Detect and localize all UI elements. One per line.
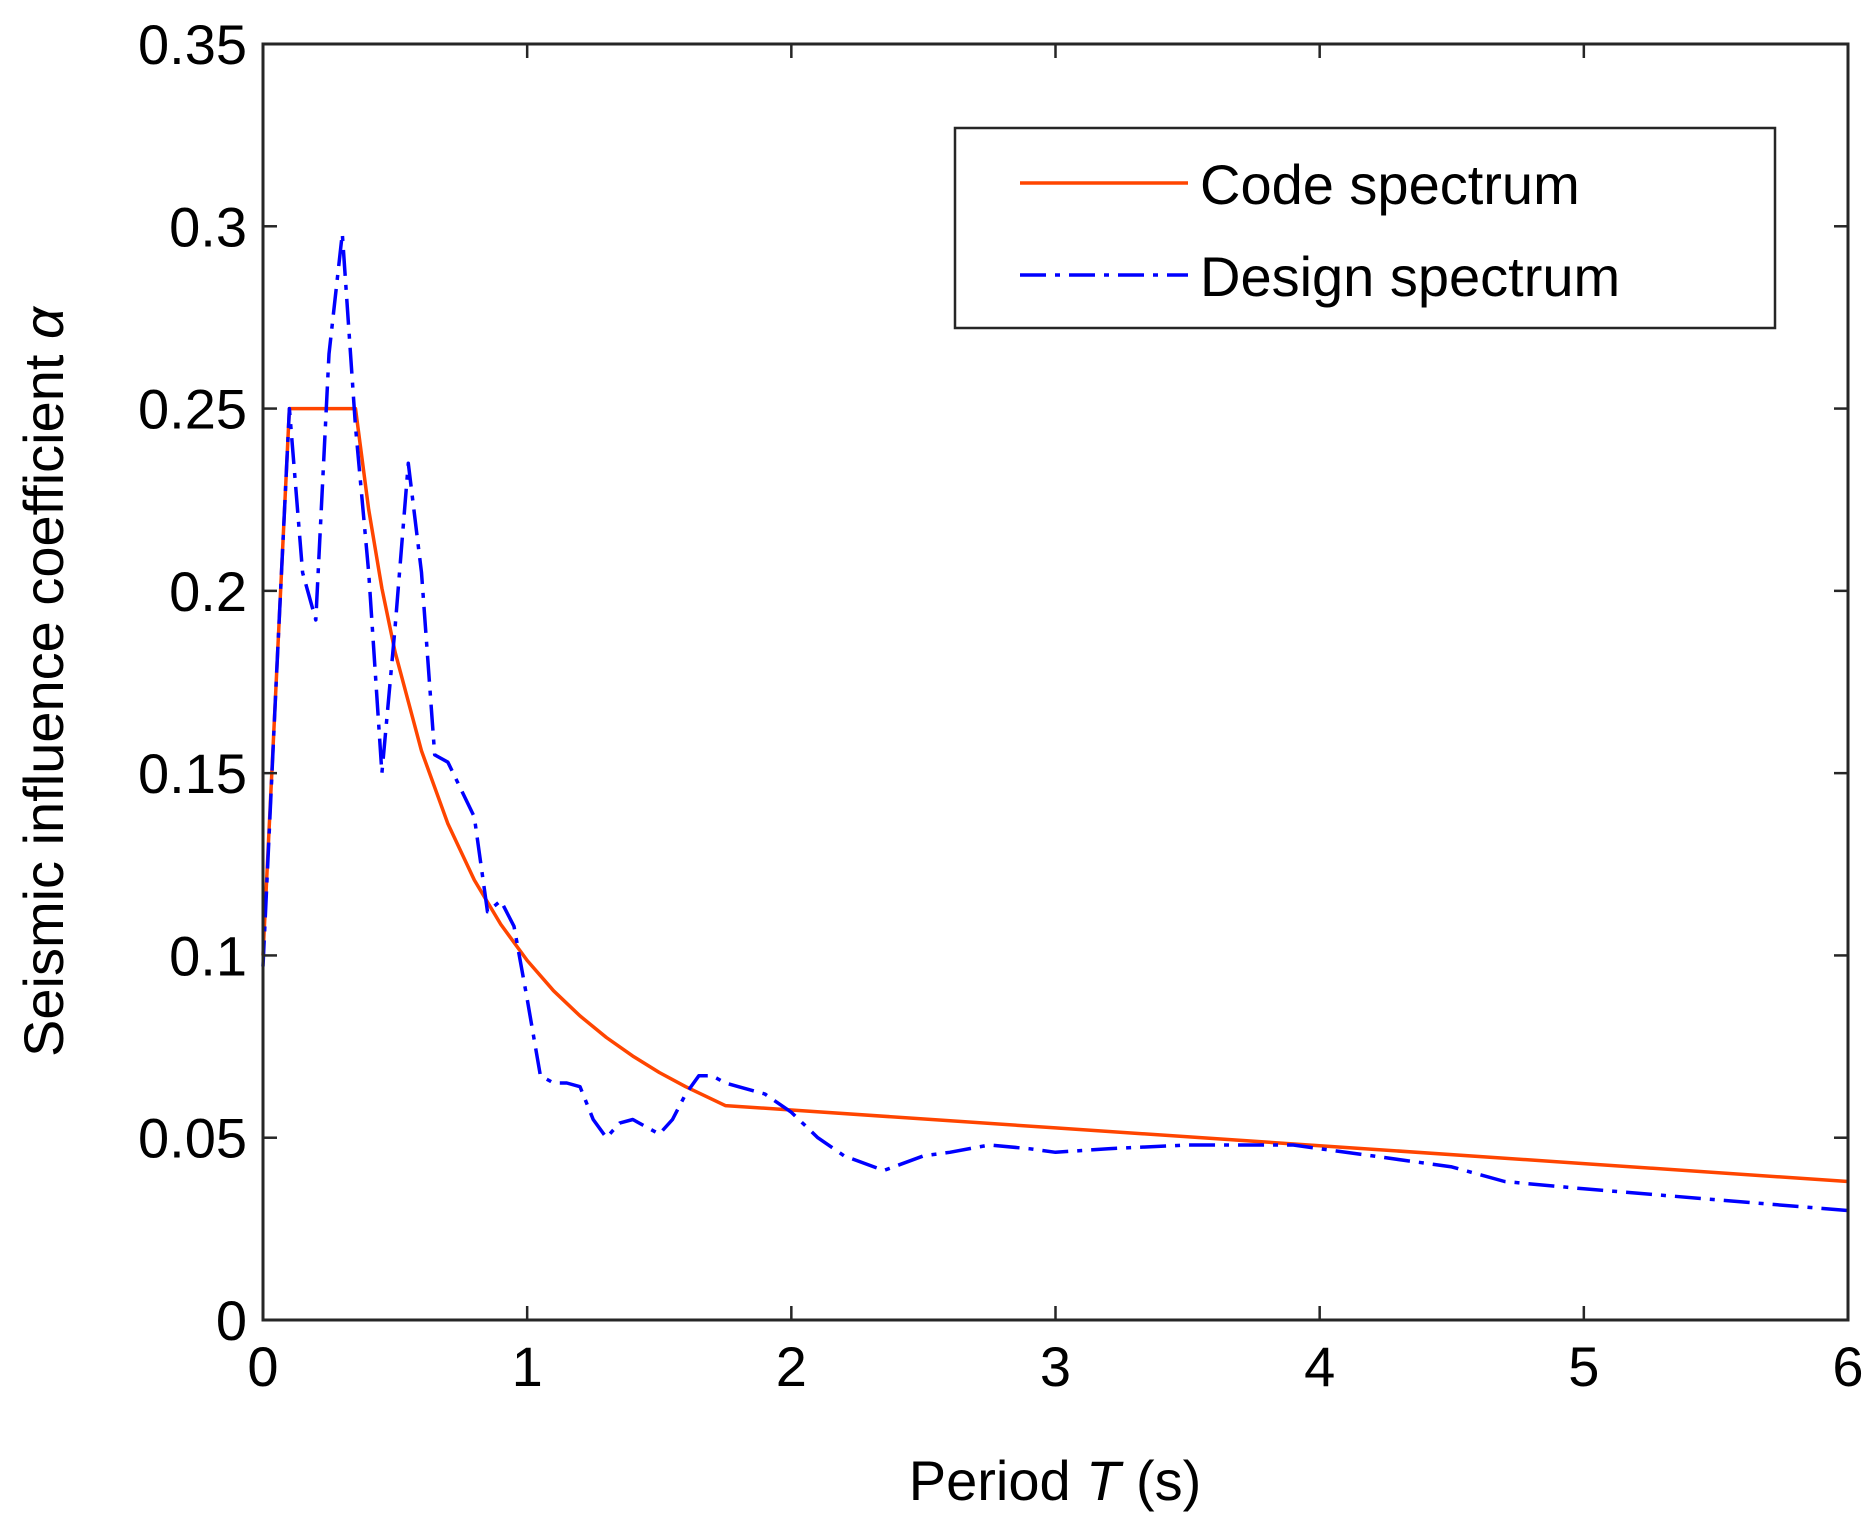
- x-tick-label: 5: [1568, 1335, 1599, 1398]
- y-tick-label: 0.05: [138, 1107, 247, 1170]
- x-tick-label: 3: [1040, 1335, 1071, 1398]
- y-tick-label: 0.1: [169, 924, 247, 987]
- plot-area-frame: [261, 42, 1850, 1322]
- series-layer: [261, 231, 1849, 1213]
- legend-label-design-spectrum: Design spectrum: [1200, 245, 1620, 308]
- x-tick-label: 2: [776, 1335, 807, 1398]
- y-tick-label: 0.15: [138, 742, 247, 805]
- x-axis-title-prefix: Period: [909, 1449, 1086, 1512]
- legend-label-code-spectrum: Code spectrum: [1200, 153, 1580, 216]
- legend-box: [953, 126, 1777, 330]
- y-tick-label: 0.35: [138, 13, 247, 76]
- x-tick-label: 4: [1304, 1335, 1335, 1398]
- x-axis-title-suffix: (s): [1120, 1449, 1201, 1512]
- series-line-design-spectrum: [261, 231, 1849, 1213]
- ticks-layer: 0 1 2 3 4 5 6 0 0.05 0.1 0.15 0.2 0.25 0.3 0.35: [138, 13, 1864, 1398]
- y-tick-label: 0: [216, 1289, 247, 1352]
- series-line-code-spectrum: [261, 406, 1849, 1184]
- x-tick-label: 0: [247, 1335, 278, 1398]
- legend: Code spectrum Design spectrum: [953, 126, 1777, 330]
- y-axis-title: Seismic influence coefficient α: [12, 305, 75, 1057]
- y-tick-label: 0.25: [138, 378, 247, 441]
- x-tick-label: 1: [512, 1335, 543, 1398]
- x-tick-label: 6: [1832, 1335, 1863, 1398]
- y-tick-label: 0.2: [169, 560, 247, 623]
- y-tick-label: 0.3: [169, 195, 247, 258]
- x-axis-title-symbol: T: [1086, 1449, 1124, 1512]
- y-axis-title-prefix: Seismic influence coefficient: [12, 339, 75, 1057]
- x-axis-title: Period T (s): [909, 1449, 1202, 1512]
- y-axis-title-symbol: α: [12, 305, 75, 339]
